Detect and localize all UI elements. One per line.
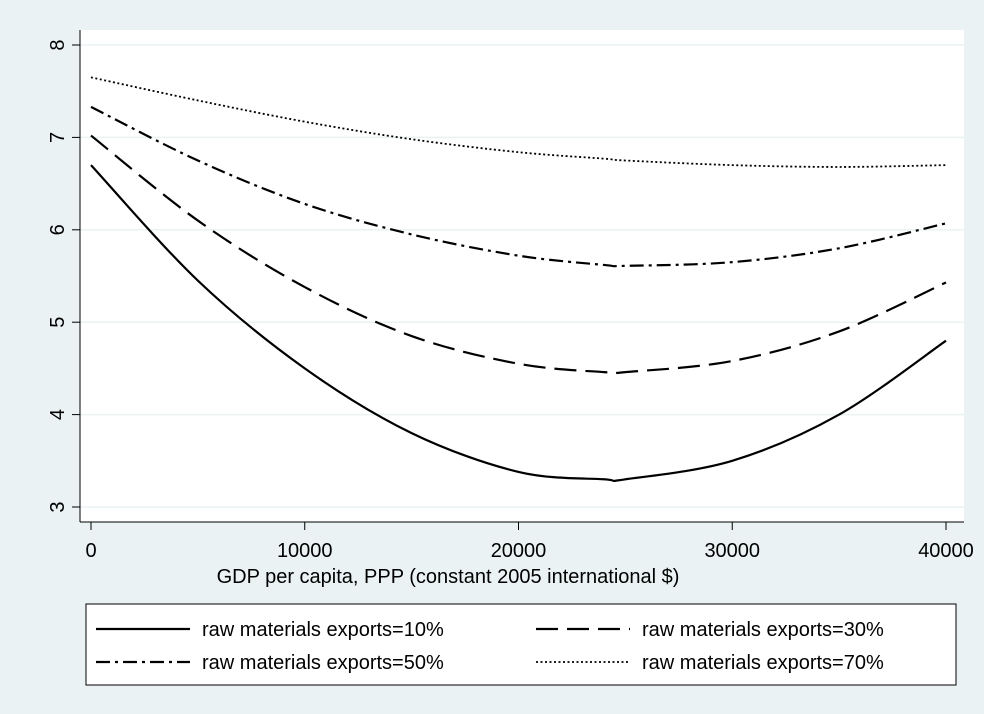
- series-line-2: [90, 134, 947, 375]
- series-line-1: [90, 164, 947, 483]
- legend-label-4: raw materials exports=70%: [642, 652, 884, 674]
- x-tick-label: 20000: [491, 540, 547, 562]
- legend-box: [85, 603, 957, 686]
- y-tick-label: 8: [47, 39, 69, 50]
- y-tick-label: 4: [47, 409, 69, 420]
- x-tick-label: 40000: [918, 540, 974, 562]
- y-tick-label: 6: [47, 224, 69, 235]
- y-tick-label: 7: [47, 132, 69, 143]
- legend-label-1: raw materials exports=10%: [202, 619, 444, 641]
- y-tick-label: 5: [47, 317, 69, 328]
- y-tick-label: 3: [47, 501, 69, 512]
- legend-label-3: raw materials exports=50%: [202, 652, 444, 674]
- legend: raw materials exports=10% raw materials e…: [85, 603, 957, 686]
- x-axis-title: GDP per capita, PPP (constant 2005 inter…: [217, 566, 680, 588]
- x-axis: 0 10000 20000 30000 40000: [80, 521, 974, 562]
- gridlines: [80, 44, 964, 508]
- plot-area: [80, 30, 964, 522]
- y-axis: 3 4 5 6 7 8: [47, 30, 81, 522]
- series-line-3: [90, 105, 947, 268]
- x-tick-label: 30000: [704, 540, 760, 562]
- x-tick-label: 10000: [277, 540, 333, 562]
- x-tick-label: 0: [85, 540, 96, 562]
- series-line-4: [90, 76, 947, 168]
- series-lines: [90, 76, 947, 483]
- legend-label-2: raw materials exports=30%: [642, 619, 884, 641]
